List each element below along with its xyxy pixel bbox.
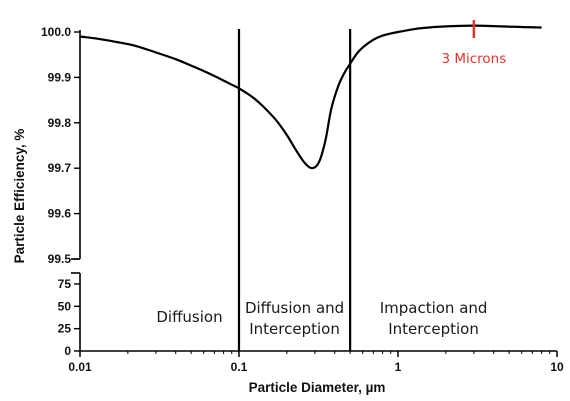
y-tick-upper-label: 99.8 [48,116,72,130]
y-tick-lower-label: 25 [58,322,72,336]
y-tick-upper-label: 100.0 [41,25,71,39]
y-tick-upper-label: 99.7 [48,161,72,175]
region-label: Interception [388,320,479,338]
x-tick-label: 0.1 [231,360,248,374]
y-tick-upper-label: 99.9 [48,70,72,84]
y-tick-lower-label: 0 [64,344,71,358]
region-label: Diffusion and [245,299,344,317]
axis-ticks: 99.5 99.6 99.7 99.8 99.9 100.0 0 25 50 75 0.01 0.1 1… [41,25,564,374]
region-label: Interception [249,320,340,338]
x-tick-label: 1 [395,360,402,374]
labels: Particle Diameter, µm Particle Efficienc… [12,129,385,395]
y-tick-lower-label: 75 [58,277,72,291]
y-tick-upper-label: 99.6 [48,207,72,221]
x-tick-label: 10 [550,360,564,374]
x-tick-label: 0.01 [68,360,92,374]
region-label: Diffusion [156,308,222,326]
y-axis-label: Particle Efficiency, % [12,129,27,264]
x-axis-label: Particle Diameter, µm [249,380,386,395]
y-tick-upper-label: 99.5 [48,252,72,266]
y-tick-lower-label: 50 [58,299,72,313]
efficiency-curve [79,24,542,170]
marker-label: 3 Microns [441,51,506,67]
region-label: Impaction and [380,299,488,317]
axes [71,30,557,352]
plot-area: 3 Microns Diffusion Diffusion and Intercept… [79,20,542,351]
